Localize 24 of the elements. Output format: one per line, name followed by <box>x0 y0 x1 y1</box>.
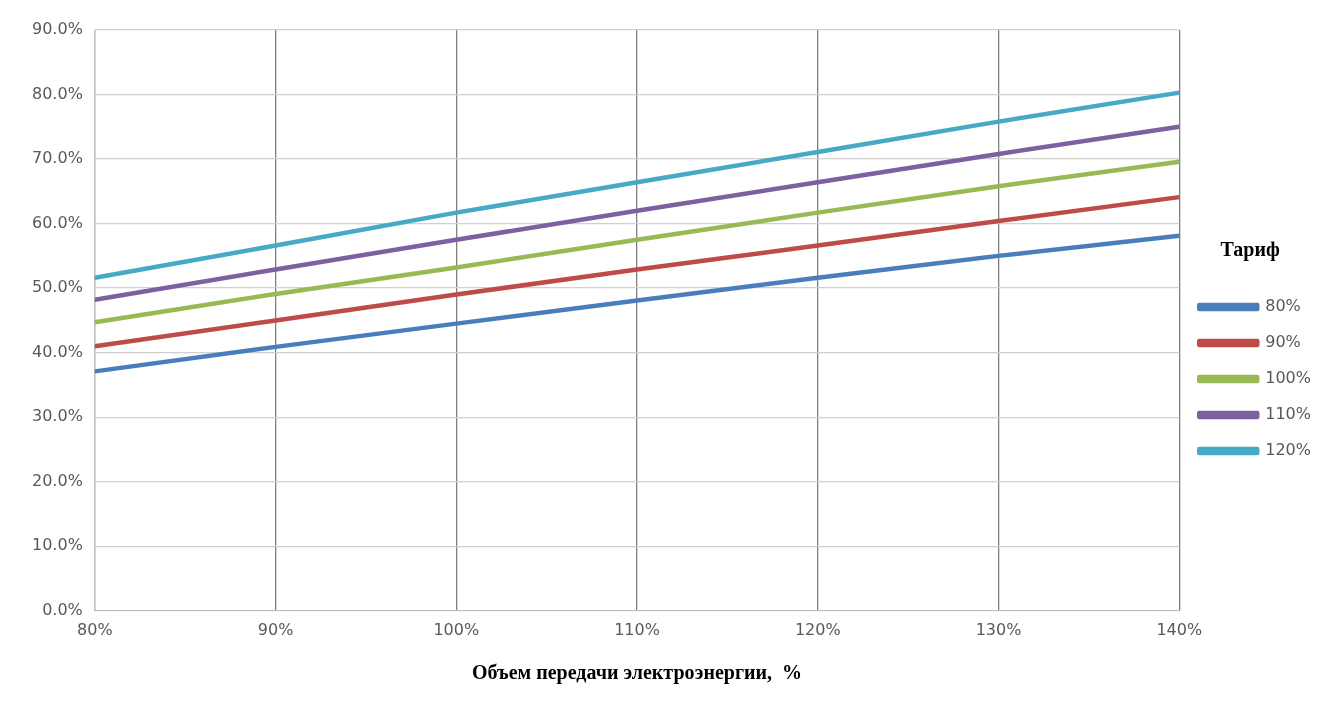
y-tick-label: 60.0% <box>32 212 83 232</box>
legend-label: 100% <box>1265 368 1312 388</box>
y-tick-label: 30.0% <box>32 406 83 426</box>
legend-label: 110% <box>1265 404 1312 424</box>
legend-title: Тариф <box>1220 238 1280 262</box>
x-axis-title: Объем передачи электроэнергии, % <box>471 661 803 685</box>
legend-label: 120% <box>1265 440 1312 460</box>
y-tick-label: 50.0% <box>32 277 83 297</box>
x-tick-label: 120% <box>794 619 841 639</box>
x-tick-label: 110% <box>614 619 660 639</box>
y-tick-label: 80.0% <box>32 83 83 103</box>
x-tick-label: 130% <box>975 619 1022 639</box>
x-tick-label: 100% <box>433 619 480 639</box>
y-tick-label: 20.0% <box>32 470 83 490</box>
legend-label: 90% <box>1265 332 1301 352</box>
legend-label: 80% <box>1265 296 1301 316</box>
x-tick-label: 80% <box>77 619 113 639</box>
y-tick-label: 40.0% <box>32 341 83 361</box>
y-tick-label: 10.0% <box>32 535 83 555</box>
x-tick-label: 90% <box>257 619 294 639</box>
y-tick-label: 0.0% <box>42 599 83 619</box>
x-tick-label: 140% <box>1156 619 1203 639</box>
y-tick-label: 90.0% <box>32 19 83 39</box>
y-tick-label: 70.0% <box>32 148 83 168</box>
